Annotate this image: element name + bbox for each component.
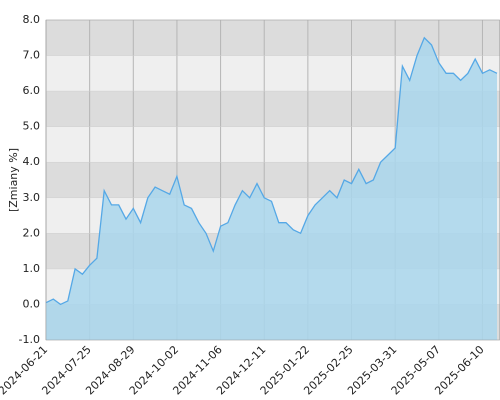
y-tick-label: 4.0 <box>23 155 41 168</box>
y-tick-label: 5.0 <box>23 120 41 133</box>
y-tick-label: 6.0 <box>23 84 41 97</box>
y-tick-label: 2.0 <box>23 226 41 239</box>
line <box>45 36 498 306</box>
y-tick-label: 7.0 <box>23 49 41 62</box>
y-tick-label: 8.0 <box>23 13 41 26</box>
y-tick-label: 1.0 <box>23 262 41 275</box>
area <box>46 37 497 341</box>
y-axis-label: [Zmiany %] <box>7 148 20 212</box>
y-tick-label: -1.0 <box>19 333 40 346</box>
y-tick-label: 3.0 <box>23 191 41 204</box>
y-tick-label: 0.0 <box>23 297 41 310</box>
